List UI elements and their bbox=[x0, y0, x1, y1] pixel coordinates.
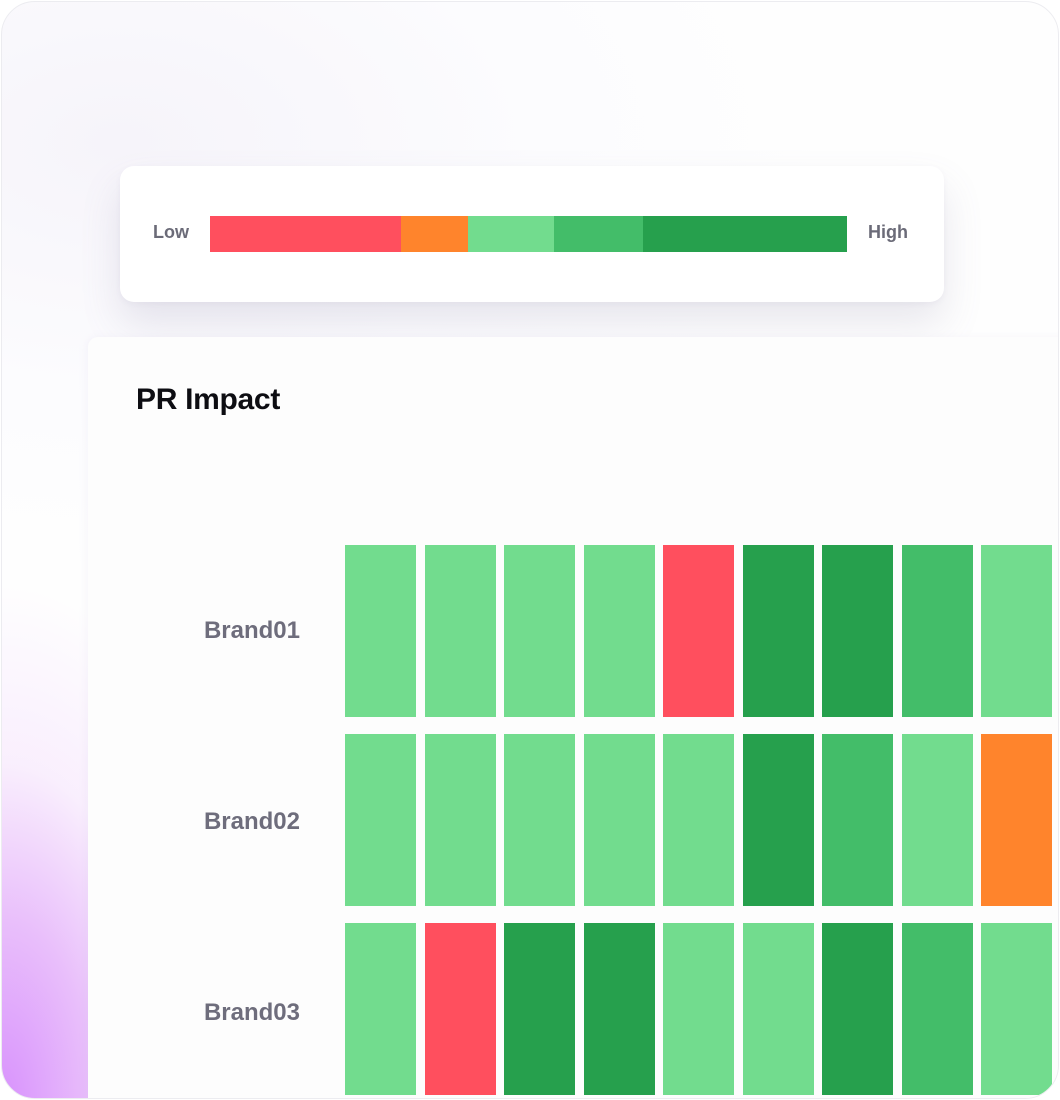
heatmap-cell[interactable] bbox=[424, 545, 496, 717]
heatmap-cell[interactable] bbox=[663, 734, 734, 906]
row-label-brand01: Brand01 bbox=[203, 617, 300, 644]
heatmap-cell[interactable] bbox=[663, 923, 734, 1095]
heatmap-cell[interactable] bbox=[901, 545, 973, 717]
heatmap-cell[interactable] bbox=[981, 734, 1052, 906]
heatmap-cell[interactable] bbox=[504, 734, 575, 906]
legend-segment-1 bbox=[210, 216, 402, 252]
legend-card: Low High bbox=[120, 166, 944, 302]
row-label-brand02: Brand02 bbox=[203, 808, 300, 835]
legend-segment-5 bbox=[643, 216, 848, 252]
heatmap-cell[interactable] bbox=[583, 545, 655, 717]
panel-title: PR Impact bbox=[136, 383, 281, 416]
legend-segment-3 bbox=[467, 216, 554, 252]
heatmap-cell[interactable] bbox=[742, 734, 814, 906]
heatmap-cell[interactable] bbox=[583, 734, 655, 906]
heatmap-cell[interactable] bbox=[583, 923, 655, 1095]
heatmap-cell[interactable] bbox=[345, 734, 416, 906]
heatmap-cell[interactable] bbox=[424, 734, 496, 906]
heatmap-cell[interactable] bbox=[822, 923, 893, 1095]
heatmap-cell[interactable] bbox=[742, 545, 814, 717]
heatmap-cell[interactable] bbox=[822, 545, 893, 717]
legend-low-label: Low bbox=[153, 222, 189, 242]
heatmap-cell[interactable] bbox=[981, 545, 1052, 717]
heatmap-cell[interactable] bbox=[742, 923, 814, 1095]
heatmap-cell[interactable] bbox=[424, 923, 496, 1095]
heatmap-cell[interactable] bbox=[504, 923, 575, 1095]
heatmap-cell[interactable] bbox=[663, 545, 734, 717]
legend-segment-2 bbox=[401, 216, 468, 252]
legend-color-scale bbox=[210, 216, 848, 252]
heatmap-panel: PR Impact Brand01 Brand02 Brand03 bbox=[88, 337, 1058, 1098]
legend-high-label: High bbox=[868, 222, 908, 242]
heatmap-cell[interactable] bbox=[345, 545, 416, 717]
heatmap-cell[interactable] bbox=[504, 545, 575, 717]
heatmap-cell[interactable] bbox=[901, 923, 973, 1095]
heatmap-cell[interactable] bbox=[901, 734, 973, 906]
legend-segment-4 bbox=[553, 216, 644, 252]
heatmap-cell[interactable] bbox=[345, 923, 416, 1095]
row-label-brand03: Brand03 bbox=[203, 999, 300, 1026]
heatmap-cell[interactable] bbox=[981, 923, 1052, 1095]
heatmap-cell[interactable] bbox=[822, 734, 893, 906]
